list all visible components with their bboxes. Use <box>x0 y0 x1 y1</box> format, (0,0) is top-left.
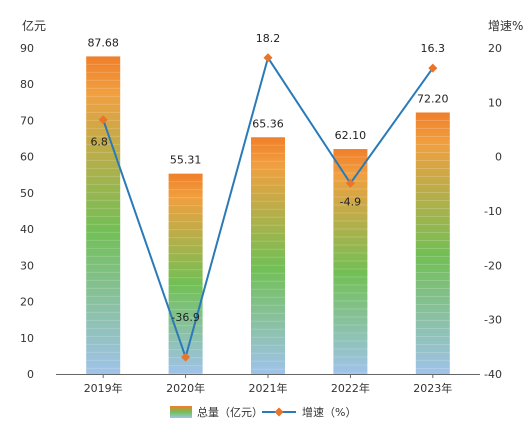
legend-bar-label: 总量（亿元） <box>197 405 263 419</box>
growth-marker-2023年 <box>428 63 438 73</box>
bar-value-label: 62.10 <box>335 129 367 142</box>
line-value-label: -36.9 <box>171 311 199 324</box>
left-tick-label: 0 <box>27 368 34 381</box>
right-tick-label: 0 <box>495 151 502 164</box>
left-tick-label: 40 <box>20 223 34 236</box>
line-value-label: 16.3 <box>421 42 446 55</box>
left-tick-label: 20 <box>20 296 34 309</box>
right-tick-label: 20 <box>488 42 502 55</box>
line-value-label: 6.8 <box>90 136 108 149</box>
line-value-label: 18.2 <box>256 32 281 45</box>
left-tick-label: 70 <box>20 114 34 127</box>
growth-marker-2019年 <box>98 115 108 125</box>
x-tick-label: 2021年 <box>249 381 288 395</box>
right-axis-title: 增速% <box>488 19 523 33</box>
bar-2019年 <box>86 56 121 374</box>
right-tick-label: 10 <box>488 96 502 109</box>
legend-line-label: 增速（%） <box>302 405 356 419</box>
bar-2020年 <box>168 173 203 374</box>
right-tick-label: -40 <box>484 368 502 381</box>
line-value-label: -4.9 <box>340 195 361 208</box>
left-tick-label: 30 <box>20 259 34 272</box>
growth-marker-2022年 <box>345 178 355 188</box>
legend-bar-swatch <box>170 406 192 418</box>
legend-line-marker <box>274 407 284 417</box>
right-tick-label: -30 <box>484 314 502 327</box>
left-tick-label: 50 <box>20 187 34 200</box>
x-tick-label: 2022年 <box>331 381 370 395</box>
left-axis-title: 亿元 <box>22 18 46 33</box>
bar-value-label: 65.36 <box>252 117 284 130</box>
bar-2021年 <box>251 137 285 374</box>
x-tick-label: 2020年 <box>166 381 205 395</box>
bar-value-label: 55.31 <box>170 154 202 167</box>
growth-marker-2021年 <box>263 53 273 63</box>
left-tick-label: 60 <box>20 151 34 164</box>
bar-2023年 <box>415 112 450 374</box>
left-tick-label: 90 <box>20 42 34 55</box>
growth-marker-2020年 <box>181 352 191 362</box>
right-tick-label: -10 <box>484 205 502 218</box>
left-tick-label: 10 <box>20 332 34 345</box>
x-tick-label: 2023年 <box>413 381 452 395</box>
right-tick-label: -20 <box>484 259 502 272</box>
left-tick-label: 80 <box>20 78 34 91</box>
x-tick-label: 2019年 <box>84 381 123 395</box>
bar-value-label: 87.68 <box>87 36 119 49</box>
bar-value-label: 72.20 <box>417 92 449 105</box>
